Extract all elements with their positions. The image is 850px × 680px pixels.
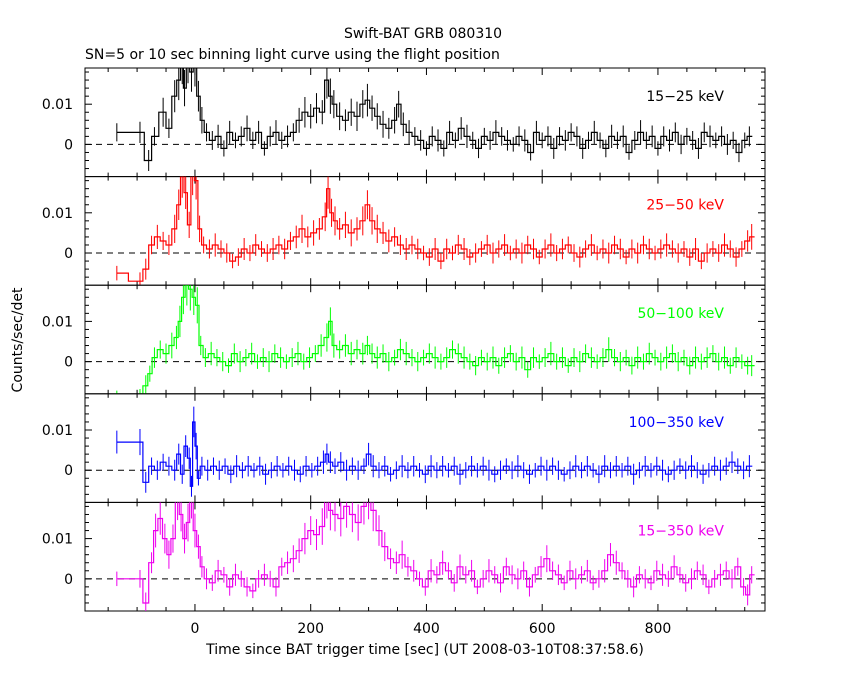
panel-label: 50−100 keV <box>637 306 724 322</box>
y-tick-label: 0 <box>64 137 73 153</box>
light-curve-line <box>142 285 755 394</box>
y-tick-label: 0.01 <box>42 97 73 113</box>
chart-subtitle: SN=5 or 10 sec binning light curve using… <box>85 47 500 63</box>
panel-4: 0 0.01 100−350 keV <box>42 393 766 503</box>
panels-group: 0 0.01 15−25 keV 0 0.01 25−50 keV 0 0.01 50−100 … <box>42 67 766 637</box>
y-tick-label: 0.01 <box>42 423 73 439</box>
panel-label: 15−350 keV <box>637 523 724 539</box>
y-tick-label: 0 <box>64 572 73 588</box>
y-tick-label: 0.01 <box>42 206 73 222</box>
panel-3: 0 0.01 50−100 keV <box>42 284 766 395</box>
x-tick-label: 0 <box>190 621 199 637</box>
series-1 <box>116 68 753 171</box>
panel-frame <box>84 501 766 612</box>
light-curve-line <box>116 421 753 487</box>
series-3 <box>116 285 755 394</box>
panel-label: 100−350 keV <box>629 415 725 431</box>
y-tick-label: 0.01 <box>42 532 73 548</box>
x-tick-label: 600 <box>529 621 556 637</box>
panel-1: 0 0.01 15−25 keV <box>42 67 766 178</box>
series-4 <box>116 406 753 497</box>
y-tick-label: 0 <box>64 355 73 371</box>
series-5 <box>116 502 755 611</box>
x-tick-label: 800 <box>645 621 672 637</box>
y-axis-label: Counts/sec/det <box>10 287 26 392</box>
x-axis-label: Time since BAT trigger time [sec] (UT 20… <box>205 642 644 658</box>
chart-title: Swift-BAT GRB 080310 <box>344 26 502 42</box>
x-tick-label: 200 <box>297 621 324 637</box>
y-tick-label: 0 <box>64 463 73 479</box>
panel-5: 0 0.01 15−350 keV 0 200 400 600 800 <box>42 501 766 637</box>
y-tick-label: 0.01 <box>42 314 73 330</box>
light-curve-line <box>116 68 753 162</box>
x-tick-label: 400 <box>413 621 440 637</box>
y-tick-label: 0 <box>64 246 73 262</box>
series-2 <box>116 176 755 286</box>
panel-2: 0 0.01 25−50 keV <box>42 176 766 286</box>
light-curve-line <box>116 176 755 282</box>
panel-label: 25−50 keV <box>646 198 724 214</box>
light-curve-line <box>116 502 755 604</box>
panel-label: 15−25 keV <box>646 89 724 105</box>
panel-frame <box>84 67 766 178</box>
